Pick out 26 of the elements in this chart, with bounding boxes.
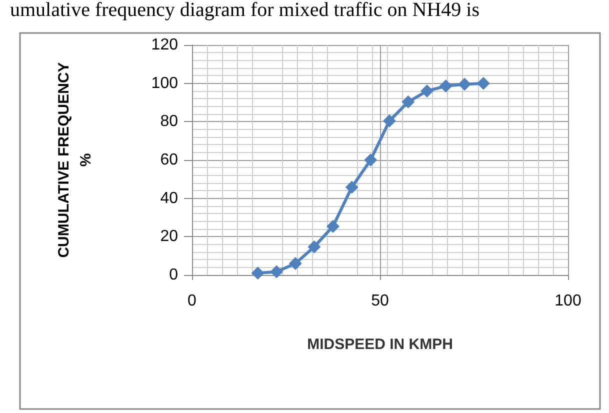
y-tick-label: 120 (151, 36, 178, 54)
x-axis-title: MIDSPEED IN KMPH (307, 336, 453, 353)
point (420, 84, 434, 98)
point (382, 114, 396, 128)
y-tick-label: 40 (160, 190, 178, 207)
point (439, 80, 452, 93)
x-tick-label: 50 (371, 292, 389, 310)
point (458, 78, 472, 91)
y-tick-label: 20 (160, 228, 178, 246)
point (270, 265, 284, 278)
chart-title: umulative frequency diagram for mixed traffic on NH49 is (10, 0, 480, 21)
y-tick-label: 60 (160, 152, 178, 168)
point (251, 266, 264, 280)
point (402, 95, 415, 108)
point (345, 180, 358, 194)
point (308, 240, 321, 254)
x-tick-label: 0 (188, 292, 197, 310)
point (476, 76, 490, 90)
point (288, 257, 302, 270)
y-axis-title: CUMULATIVE FREQUENCY % (56, 62, 94, 258)
point (326, 220, 340, 233)
y-tick-label: 100 (151, 74, 178, 92)
y-tick-label: 0 (169, 266, 178, 284)
point (364, 154, 378, 166)
y-tick-label: 80 (160, 113, 178, 130)
x-tick-label: 100 (554, 292, 582, 310)
